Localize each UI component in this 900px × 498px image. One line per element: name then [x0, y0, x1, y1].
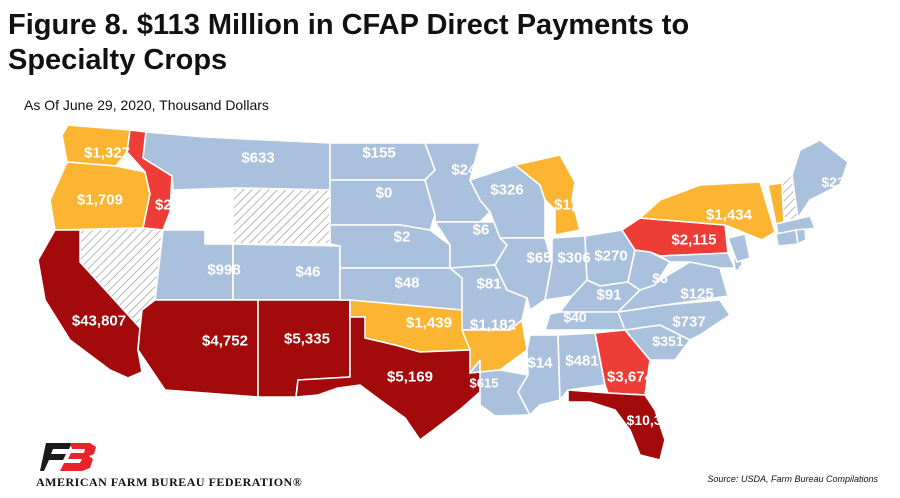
- state-value-co: $46: [295, 264, 320, 281]
- state-value-id: $2,483: [155, 197, 201, 214]
- figure-subtitle: As Of June 29, 2020, Thousand Dollars: [24, 97, 269, 113]
- state-value-mo: $81: [476, 276, 501, 293]
- state-ri: [795, 228, 807, 245]
- state-value-ia: $6: [473, 222, 490, 239]
- state-value-nc: $737: [672, 314, 705, 331]
- state-value-ut: $998: [207, 262, 240, 279]
- state-value-ne: $2: [394, 229, 411, 246]
- state-fl: [567, 389, 666, 461]
- state-value-nm: $5,335: [284, 331, 330, 348]
- state-value-nd: $155: [362, 145, 395, 162]
- state-tx: [295, 299, 481, 441]
- state-value-va: $125: [680, 286, 713, 303]
- state-nc: [617, 299, 731, 341]
- state-value-tx: $5,169: [387, 369, 433, 386]
- state-value-ok: $1,439: [406, 315, 452, 332]
- state-value-in: $306: [557, 250, 590, 267]
- state-value-ga: $3,674: [607, 369, 654, 386]
- state-value-ny: $1,434: [706, 207, 753, 224]
- figure-title: Figure 8. $113 Million in CFAP Direct Pa…: [8, 8, 868, 78]
- state-value-tn: $40: [563, 309, 587, 325]
- state-va: [617, 261, 729, 313]
- state-value-al: $481: [565, 353, 598, 370]
- state-value-ky: $91: [596, 287, 621, 304]
- state-value-md: $1: [738, 262, 754, 278]
- state-me: [791, 139, 849, 219]
- logo-f-mark: [40, 443, 72, 471]
- state-wy: [232, 187, 331, 245]
- state-value-fl: $10,33: [627, 412, 670, 428]
- state-value-pa: $2,115: [671, 232, 716, 249]
- state-value-la: $615: [470, 376, 499, 391]
- state-value-sc: $351: [652, 333, 683, 349]
- state-value-ms: $14: [527, 355, 553, 372]
- state-value-wv: $6: [652, 270, 668, 286]
- state-co: [232, 243, 341, 301]
- state-md: [659, 252, 736, 269]
- state-ne: [329, 224, 451, 269]
- state-nj: [727, 233, 751, 263]
- state-il: [494, 237, 553, 311]
- state-value-wi: $326: [490, 182, 523, 199]
- state-value-az: $4,752: [202, 333, 248, 350]
- state-value-ca: $43,807: [72, 313, 126, 330]
- state-ny: [639, 181, 776, 241]
- state-ca: [37, 229, 143, 379]
- farm-bureau-logo-icon: [40, 443, 96, 471]
- source-note: Source: USDA, Farm Bureau Compilations: [707, 474, 878, 484]
- state-la: [469, 359, 531, 417]
- state-value-il: $65: [526, 250, 551, 267]
- state-value-wa: $1,327: [84, 145, 130, 162]
- state-value-mt: $633: [241, 150, 274, 167]
- state-value-sd: $0: [376, 185, 393, 202]
- state-mi: [514, 154, 581, 236]
- state-value-de: $: [749, 244, 757, 260]
- state-value-ks: $48: [394, 275, 419, 292]
- state-value-oh: $270: [594, 248, 627, 265]
- state-value-mi: $1,569: [554, 197, 600, 214]
- state-ar: [461, 319, 528, 374]
- us-states-map: $1,327 $1,709 $2,483 $633 $43,807 $998 $46 $4,7…: [37, 124, 849, 461]
- state-value-me: $23: [821, 174, 845, 190]
- labels-layer: $1,327 $1,709 $2,483 $633 $43,807 $998 $46 $4,7…: [72, 145, 845, 429]
- state-value-or: $1,709: [77, 192, 123, 209]
- figure-title-line-1: Figure 8. $113 Million in CFAP Direct Pa…: [8, 9, 690, 41]
- logo-b-mark: [60, 443, 96, 471]
- states-layer: [37, 124, 849, 461]
- state-value-mn: $249: [451, 162, 484, 179]
- figure-title-line-2: Specialty Crops: [8, 44, 228, 76]
- state-al: [557, 332, 606, 401]
- state-value-ar: $1,182: [470, 317, 516, 334]
- organization-name: AMERICAN FARM BUREAU FEDERATION®: [36, 475, 303, 489]
